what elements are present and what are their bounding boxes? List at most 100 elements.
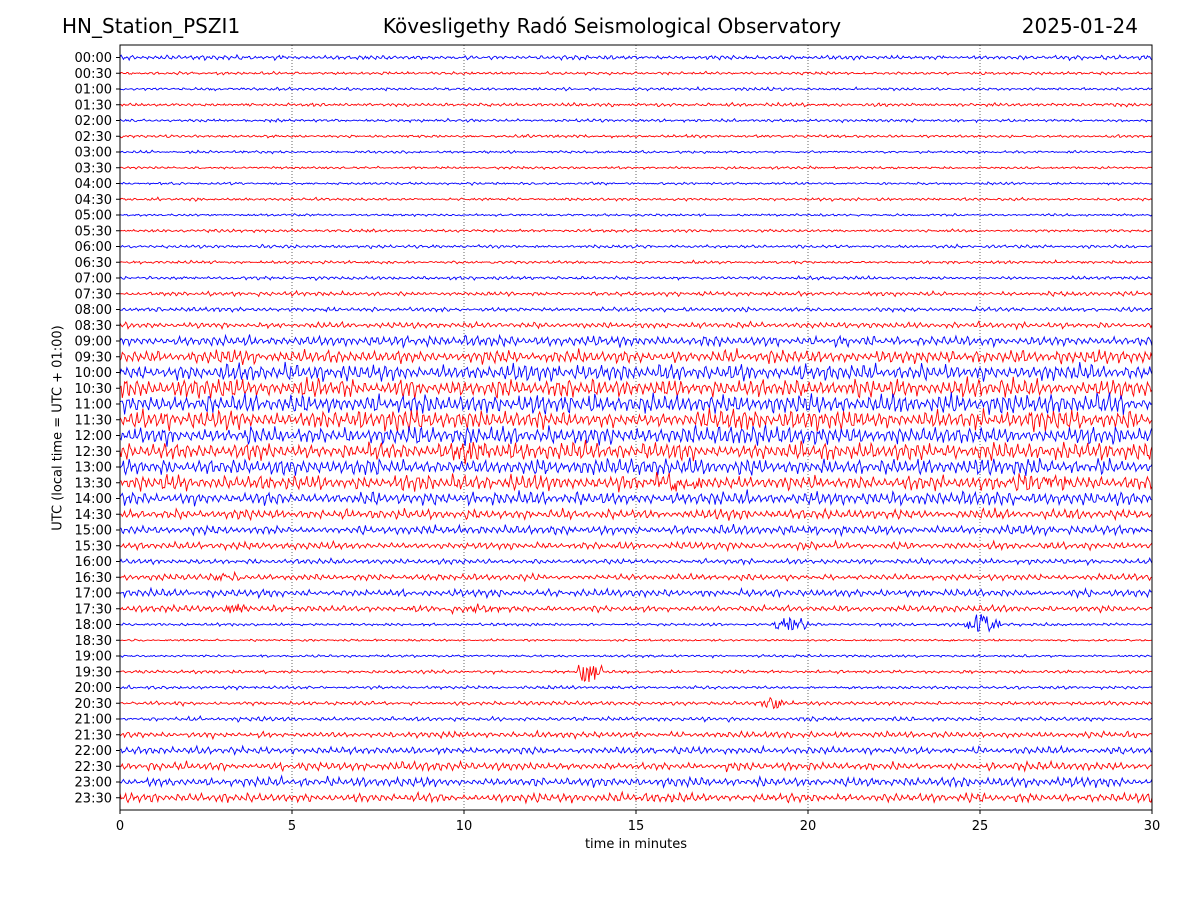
x-tick-label: 15 <box>628 819 645 834</box>
row-label: 06:30 <box>75 256 112 271</box>
axis-layer: 0 5 10 15 20 25 30 00:0000:3001:0001:3002:0002:… <box>75 51 1161 834</box>
x-axis-label: time in minutes <box>584 837 688 852</box>
trace-1330 <box>119 472 1153 493</box>
row-label: 08:30 <box>75 319 112 334</box>
row-label: 23:00 <box>75 776 112 791</box>
trace-0230 <box>119 133 1153 139</box>
row-label: 08:00 <box>75 303 112 318</box>
x-tick-label: 5 <box>288 819 296 834</box>
trace-0200 <box>119 117 1153 124</box>
trace-layer <box>119 53 1153 805</box>
row-label: 00:00 <box>75 51 112 66</box>
trace-1300 <box>119 457 1153 477</box>
row-label: 04:30 <box>75 193 112 208</box>
trace-2100 <box>119 715 1153 723</box>
row-label: 20:00 <box>75 681 112 696</box>
trace-1630 <box>119 570 1153 583</box>
row-label: 09:00 <box>75 335 112 350</box>
trace-0130 <box>119 101 1153 108</box>
row-label: 17:00 <box>75 587 112 602</box>
row-label: 06:00 <box>75 240 112 255</box>
trace-0000 <box>119 53 1153 62</box>
row-label: 21:30 <box>75 728 112 743</box>
trace-2030 <box>119 696 1153 710</box>
trace-0630 <box>119 259 1153 265</box>
row-label: 02:30 <box>75 130 112 145</box>
trace-1500 <box>119 523 1153 538</box>
row-label: 15:30 <box>75 539 112 554</box>
row-label: 03:30 <box>75 161 112 176</box>
trace-1930 <box>119 664 1153 683</box>
trace-0830 <box>119 320 1153 331</box>
x-tick-label: 10 <box>456 819 473 834</box>
trace-1230 <box>119 439 1153 465</box>
row-label: 00:30 <box>75 67 112 82</box>
trace-1030 <box>119 376 1153 400</box>
x-tick-label: 25 <box>972 819 989 834</box>
row-label: 18:30 <box>75 634 112 649</box>
row-label: 07:00 <box>75 272 112 287</box>
trace-0400 <box>119 181 1153 186</box>
trace-1430 <box>119 507 1153 522</box>
y-axis-label: UTC (local time = UTC + 01:00) <box>50 325 66 531</box>
trace-1730 <box>119 603 1153 616</box>
date-label: 2025-01-24 <box>1021 14 1138 38</box>
row-label: 10:30 <box>75 382 112 397</box>
row-label: 11:30 <box>75 413 112 428</box>
trace-1100 <box>119 392 1153 415</box>
row-label: 20:30 <box>75 697 112 712</box>
row-label: 23:30 <box>75 791 112 806</box>
row-label: 16:00 <box>75 555 112 570</box>
grid-layer <box>291 45 981 810</box>
trace-0730 <box>119 289 1153 298</box>
trace-0930 <box>119 348 1153 366</box>
trace-1900 <box>119 653 1153 659</box>
row-label: 16:30 <box>75 571 112 586</box>
x-tick-label: 30 <box>1144 819 1161 834</box>
row-label: 02:00 <box>75 114 112 129</box>
trace-2300 <box>119 774 1153 789</box>
trace-1830 <box>119 638 1153 643</box>
row-label: 09:30 <box>75 350 112 365</box>
row-label: 13:30 <box>75 476 112 491</box>
trace-2000 <box>119 684 1153 691</box>
trace-2230 <box>119 759 1153 773</box>
trace-1600 <box>119 556 1153 567</box>
row-label: 12:00 <box>75 429 112 444</box>
trace-0100 <box>119 85 1153 92</box>
row-label: 10:00 <box>75 366 112 381</box>
trace-1800 <box>119 614 1153 633</box>
trace-0430 <box>119 196 1153 202</box>
trace-0300 <box>119 149 1153 155</box>
row-label: 01:00 <box>75 83 112 98</box>
row-label: 13:00 <box>75 461 112 476</box>
row-label: 14:30 <box>75 508 112 523</box>
row-label: 22:30 <box>75 760 112 775</box>
trace-2130 <box>119 729 1153 741</box>
row-label: 05:30 <box>75 224 112 239</box>
row-label: 19:30 <box>75 665 112 680</box>
trace-1200 <box>119 424 1153 447</box>
trace-0330 <box>119 165 1153 171</box>
trace-0700 <box>119 274 1153 282</box>
trace-0600 <box>119 243 1153 250</box>
trace-0900 <box>119 333 1153 349</box>
row-label: 03:00 <box>75 146 112 161</box>
x-tick-label: 0 <box>116 819 124 834</box>
trace-2330 <box>119 790 1153 805</box>
trace-1530 <box>119 539 1153 553</box>
row-label: 19:00 <box>75 650 112 665</box>
trace-0530 <box>119 228 1153 234</box>
row-label: 22:00 <box>75 744 112 759</box>
row-label: 04:00 <box>75 177 112 192</box>
row-label: 05:00 <box>75 209 112 224</box>
station-name: HN_Station_PSZI1 <box>62 14 241 38</box>
trace-0500 <box>119 212 1153 218</box>
row-label: 21:00 <box>75 713 112 728</box>
trace-0800 <box>119 305 1153 314</box>
chart-title: Kövesligethy Radó Seismological Observat… <box>382 14 842 38</box>
trace-1130 <box>119 407 1153 433</box>
row-label: 17:30 <box>75 602 112 617</box>
x-tick-label: 20 <box>800 819 817 834</box>
